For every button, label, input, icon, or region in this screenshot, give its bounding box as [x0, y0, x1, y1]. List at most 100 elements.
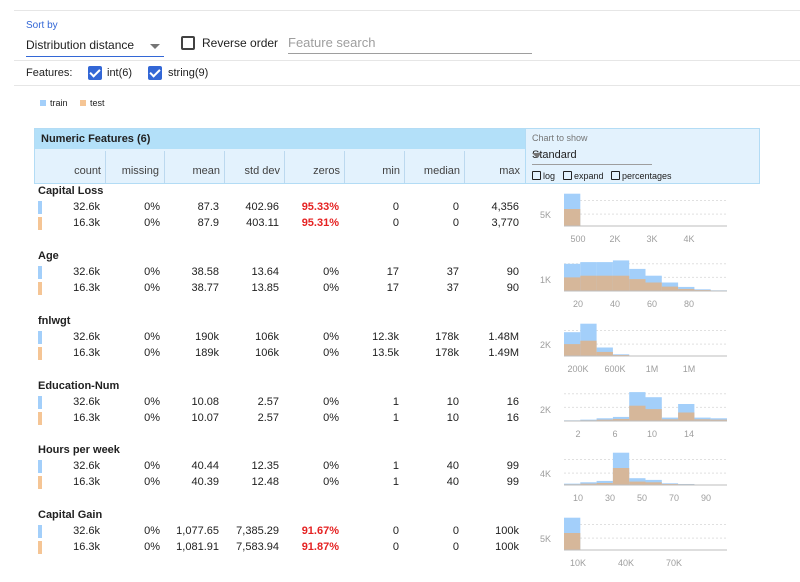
test-bar — [645, 409, 662, 421]
x-tick-label: 200K — [567, 364, 588, 374]
column-divider — [284, 151, 285, 183]
table-cell-count: 16.3k — [73, 412, 100, 424]
test-bar — [612, 354, 630, 356]
x-tick-label: 10 — [573, 493, 583, 503]
y-axis-label: 2K — [540, 340, 551, 350]
table-cell-median: 40 — [446, 476, 459, 488]
chart-type-dropdown[interactable]: Standard — [532, 147, 652, 165]
x-tick-label: 20 — [573, 299, 583, 309]
test-bar — [645, 482, 662, 485]
train-row-marker — [38, 460, 42, 473]
table-cell-count: 16.3k — [73, 282, 100, 294]
table-cell-mean: 87.9 — [197, 217, 219, 229]
table-cell-median: 37 — [446, 266, 459, 278]
string-features-checkbox[interactable] — [148, 66, 162, 80]
table-cell-min: 0 — [392, 525, 399, 537]
sort-by-dropdown[interactable]: Distribution distance — [26, 37, 164, 57]
column-header-median: median — [423, 165, 460, 177]
table-cell-count: 32.6k — [73, 201, 100, 213]
train-row-marker — [38, 396, 42, 409]
test-bar — [678, 288, 695, 291]
column-header-min: min — [382, 165, 400, 177]
test-bar — [596, 275, 613, 291]
test-bar — [629, 279, 646, 291]
expand-checkbox[interactable] — [563, 171, 572, 180]
test-row-marker — [38, 282, 42, 295]
train-row-marker — [38, 525, 42, 538]
legend-test: test — [90, 98, 105, 108]
int-features-label: int(6) — [107, 67, 133, 79]
table-cell-median: 0 — [452, 525, 459, 537]
chart-options-panel: Chart to show Standard log expand percen… — [526, 128, 760, 184]
table-cell-std: 13.64 — [251, 266, 279, 278]
table-cell-missing: 0% — [144, 525, 160, 537]
feature-name: fnlwgt — [38, 315, 71, 327]
test-bar — [564, 277, 581, 291]
table-cell-max: 3,770 — [491, 217, 519, 229]
chart-type-value: Standard — [532, 149, 577, 161]
x-tick-label: 60 — [647, 299, 657, 309]
table-cell-count: 32.6k — [73, 525, 100, 537]
reverse-order-label: Reverse order — [202, 36, 279, 50]
sort-toolbar: Sort by Distribution distance Reverse or… — [14, 10, 800, 60]
feature-name: Hours per week — [38, 444, 120, 456]
train-bar — [596, 347, 613, 356]
train-row-marker — [38, 331, 42, 344]
table-cell-median: 40 — [446, 460, 459, 472]
table-cell-min: 1 — [392, 460, 399, 472]
y-axis-label: 4K — [540, 469, 551, 479]
int-features-checkbox[interactable] — [88, 66, 102, 80]
y-axis-label: 5K — [540, 534, 551, 544]
table-cell-std: 106k — [255, 347, 279, 359]
column-header-std-dev: std dev — [244, 165, 280, 177]
table-cell-max: 4,356 — [491, 201, 519, 213]
reverse-order-checkbox[interactable] — [181, 36, 195, 50]
log-checkbox[interactable] — [532, 171, 541, 180]
table-cell-mean: 10.07 — [191, 412, 219, 424]
test-bar — [661, 286, 679, 291]
feature-name: Education-Num — [38, 380, 120, 392]
x-tick-label: 14 — [684, 429, 694, 439]
table-cell-missing: 0% — [144, 396, 160, 408]
table-cell-min: 13.5k — [372, 347, 399, 359]
table-cell-max: 90 — [506, 266, 519, 278]
table-cell-zeros: 0% — [323, 282, 339, 294]
test-bar — [564, 209, 581, 226]
table-cell-std: 12.48 — [251, 476, 279, 488]
table-cell-median: 37 — [446, 282, 459, 294]
test-bar — [678, 412, 695, 421]
x-tick-label: 90 — [701, 493, 711, 503]
feature-search-input[interactable]: Feature search — [288, 34, 532, 54]
table-cell-max: 1.48M — [488, 331, 519, 343]
table-cell-count: 32.6k — [73, 460, 100, 472]
column-header-mean: mean — [192, 165, 220, 177]
column-divider — [224, 151, 225, 183]
x-tick-label: 1M — [646, 364, 659, 374]
table-cell-mean: 190k — [195, 331, 219, 343]
log-label: log — [543, 171, 556, 181]
table-cell-missing: 0% — [144, 347, 160, 359]
histogram-svg: 2K 200K 600K 1M 1M — [540, 323, 727, 374]
column-divider — [164, 151, 165, 183]
feature-name: Capital Gain — [38, 509, 103, 521]
table-cell-std: 403.11 — [246, 217, 279, 229]
test-row-marker — [38, 541, 42, 554]
table-cell-count: 32.6k — [73, 396, 100, 408]
table-cell-max: 100k — [495, 541, 519, 553]
percentages-checkbox[interactable] — [611, 171, 620, 180]
test-bar — [629, 405, 646, 421]
histogram-svg: 5K 10K 40K 70K — [540, 517, 727, 568]
test-row-marker — [38, 412, 42, 425]
expand-label: expand — [574, 171, 604, 181]
x-tick-label: 3K — [646, 234, 657, 244]
table-cell-median: 0 — [452, 541, 459, 553]
table-cell-max: 99 — [506, 476, 519, 488]
table-cell-median: 10 — [446, 396, 459, 408]
column-header-count: count — [74, 165, 101, 177]
table-cell-zeros: 95.33% — [301, 201, 339, 213]
table-cell-std: 106k — [255, 331, 279, 343]
x-tick-label: 30 — [605, 493, 615, 503]
table-cell-zeros: 0% — [323, 266, 339, 278]
x-tick-label: 50 — [637, 493, 647, 503]
histogram-chart: 1K 20 40 60 80 — [526, 255, 760, 315]
